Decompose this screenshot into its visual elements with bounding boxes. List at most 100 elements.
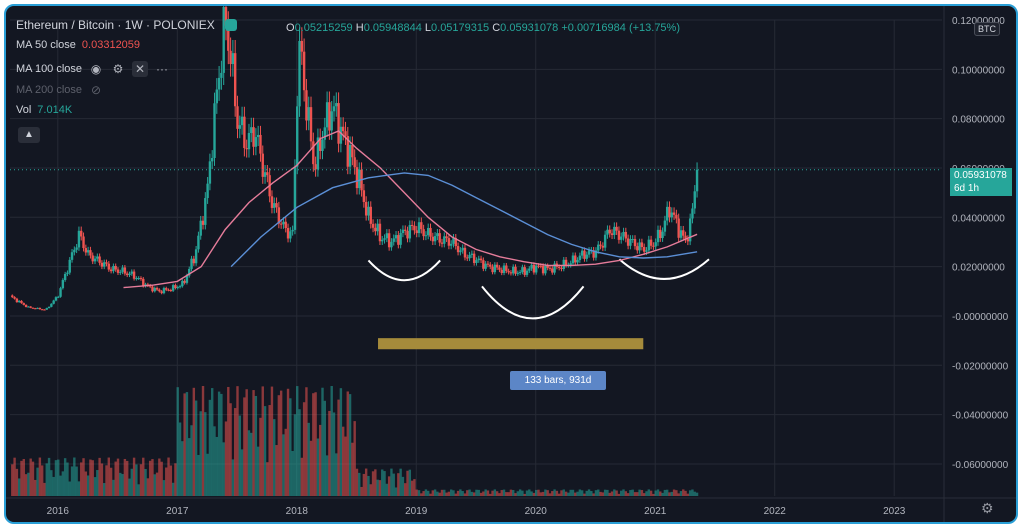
legend-ma200[interactable]: MA 200 close ⊘	[16, 82, 104, 98]
candle-body	[649, 239, 653, 246]
candle-body	[668, 206, 671, 218]
candle-body	[227, 25, 230, 51]
volume-bar	[300, 457, 304, 496]
candle-body	[597, 244, 600, 251]
legend-volume[interactable]: Vol 7.014K	[16, 104, 72, 116]
candle-body	[447, 238, 451, 246]
volume-bar	[142, 457, 145, 496]
volume-bar	[459, 489, 462, 496]
candle-body	[615, 226, 618, 231]
volume-bar	[562, 489, 565, 496]
volume-bar	[222, 442, 225, 496]
volume-bar	[567, 492, 570, 496]
volume-bar	[148, 460, 152, 496]
volume-bar	[401, 476, 405, 496]
candle-body	[374, 227, 377, 232]
volume-bar	[413, 479, 416, 496]
volume-bar	[613, 489, 616, 496]
candle-body	[645, 250, 648, 252]
volume-bar	[477, 489, 480, 496]
volume-bar	[330, 386, 333, 496]
volume-bar	[213, 426, 216, 496]
candle-body	[348, 145, 352, 167]
volume-bar	[77, 481, 81, 496]
candle-body	[316, 137, 320, 170]
candle-body	[509, 272, 513, 274]
candle-body	[652, 245, 655, 247]
volume-bar	[103, 483, 106, 496]
time-axis[interactable]: 2016 2017 2018 2019 2020 2021 2022 2023	[6, 497, 1016, 517]
date-range-highlight	[378, 338, 644, 350]
candle-body	[181, 280, 184, 287]
candle-body	[238, 125, 241, 129]
volume-bar	[31, 461, 35, 496]
ma200-label[interactable]: MA 200 close	[16, 84, 83, 96]
candle-body	[479, 258, 483, 261]
candle-body	[530, 264, 533, 269]
volume-bar	[631, 489, 634, 496]
candle-body	[610, 233, 614, 235]
volume-bar	[512, 490, 515, 496]
candle-body	[656, 229, 660, 243]
candle-body	[183, 280, 186, 283]
market-status-icon	[224, 19, 237, 31]
volume-bar	[452, 490, 455, 496]
price-tick-label: -0.04000000	[952, 411, 1009, 422]
candle-body	[82, 236, 85, 249]
volume-bar	[608, 492, 611, 496]
price-axis[interactable]: 0.120000000.100000000.080000000.06000000…	[943, 6, 1009, 522]
measure-label[interactable]: 133 bars, 931d	[510, 371, 606, 390]
candle-body	[553, 263, 556, 273]
volume-bar	[693, 491, 696, 496]
currency-badge[interactable]: BTC	[974, 22, 1000, 36]
volume-bar	[390, 468, 393, 496]
eye-icon[interactable]: ◉	[90, 62, 102, 76]
legend-ma100[interactable]: MA 100 close ◉ ⚙ ✕ ···	[16, 61, 170, 77]
candle-body	[358, 169, 361, 189]
volume-bar	[371, 471, 375, 496]
volume-bar	[132, 457, 136, 496]
volume-bar	[183, 393, 186, 496]
volume-bar	[353, 421, 356, 496]
candle-body	[693, 191, 696, 209]
volume-bar	[668, 492, 671, 496]
drawings[interactable]	[367, 258, 710, 350]
candle-body	[562, 259, 565, 269]
volume-bar	[50, 470, 53, 496]
settings-icon[interactable]: ⚙	[981, 500, 994, 516]
candle-body	[128, 273, 131, 276]
more-icon[interactable]: ···	[156, 62, 169, 76]
volume-bar	[332, 412, 336, 496]
price-tick-label: 0.02000000	[952, 263, 1005, 274]
price-chart[interactable]: 0.120000000.100000000.080000000.06000000…	[6, 6, 1016, 522]
candle-body	[672, 212, 676, 215]
volume-bar	[43, 482, 46, 496]
volume-bar	[408, 469, 412, 496]
ma100-label[interactable]: MA 100 close	[16, 63, 83, 75]
candle-body	[142, 278, 145, 287]
chevron-up-icon[interactable]: ▲	[18, 127, 40, 143]
volume-bar	[617, 493, 621, 496]
candle-body	[24, 304, 28, 307]
candle-body	[100, 262, 104, 267]
symbol-legend[interactable]: Ethereum / Bitcoin · 1W · POLONIEX	[16, 18, 237, 32]
candle-body	[229, 50, 232, 65]
volume-bar	[220, 393, 223, 496]
eye-off-icon[interactable]: ⊘	[91, 83, 102, 97]
ma50-label[interactable]: MA 50 close	[16, 39, 76, 51]
candle-body	[564, 259, 568, 266]
close-icon[interactable]: ✕	[132, 61, 149, 77]
volume-label[interactable]: Vol	[16, 104, 32, 116]
legend-ma50[interactable]: MA 50 close 0.03312059	[16, 39, 140, 51]
volume-bar	[296, 386, 299, 496]
volume-bar	[532, 492, 536, 496]
gear-icon[interactable]: ⚙	[112, 62, 124, 76]
volume-bar	[528, 489, 531, 496]
symbol-title[interactable]: Ethereum / Bitcoin · 1W · POLONIEX	[16, 18, 215, 32]
candle-body	[296, 106, 299, 167]
candle-body	[371, 223, 375, 228]
volume-bar	[679, 491, 683, 496]
candle-body	[456, 246, 460, 253]
candle-body	[383, 238, 386, 240]
candle-body	[321, 139, 324, 151]
